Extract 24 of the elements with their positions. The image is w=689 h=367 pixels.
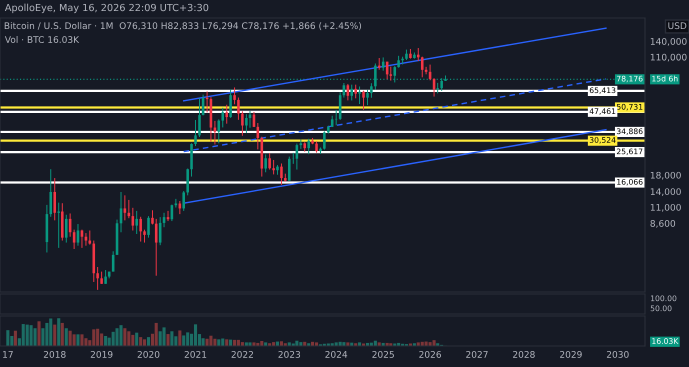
x-tick-label: 2019 — [90, 351, 112, 358]
y-tick-label: 14,000 — [650, 188, 681, 196]
x-tick-label: 2021 — [184, 351, 206, 358]
y-tick-label: 140,000 — [650, 38, 687, 46]
y-tick-label: 8,600 — [650, 220, 676, 228]
y-tick-label: 18,000 — [650, 172, 681, 180]
x-tick-label: 2027 — [466, 351, 488, 358]
chart-title: ApolloEye, May 16, 2026 22:09 UTC+3:30 — [4, 4, 208, 14]
x-tick-label: 2024 — [325, 351, 348, 358]
x-tick-label: 2020 — [138, 351, 160, 358]
chart-subtitle: Bitcoin / U.S. Dollar · 1M O76,310 H82,833 L76,294 C78,176 +1,866 (+2.45%) — [4, 22, 362, 30]
x-tick-label: 2029 — [560, 351, 582, 358]
x-tick-label: 2025 — [372, 351, 394, 358]
x-tick-label: 2026 — [419, 351, 442, 358]
y-tick-label: 11,000 — [650, 204, 681, 212]
x-tick-label: 2028 — [513, 351, 535, 358]
chart-title: Vol · BTC 16.03K — [4, 36, 80, 43]
x-tick-label: 17 — [3, 351, 13, 358]
x-tick-label: 2030 — [606, 351, 629, 358]
x-tick-label: 2022 — [232, 351, 253, 358]
x-tick-label: 2018 — [44, 351, 66, 358]
x-tick-label: 2023 — [278, 351, 300, 358]
text: USD — [668, 22, 686, 30]
y-tick-label: 110,000 — [650, 54, 687, 62]
